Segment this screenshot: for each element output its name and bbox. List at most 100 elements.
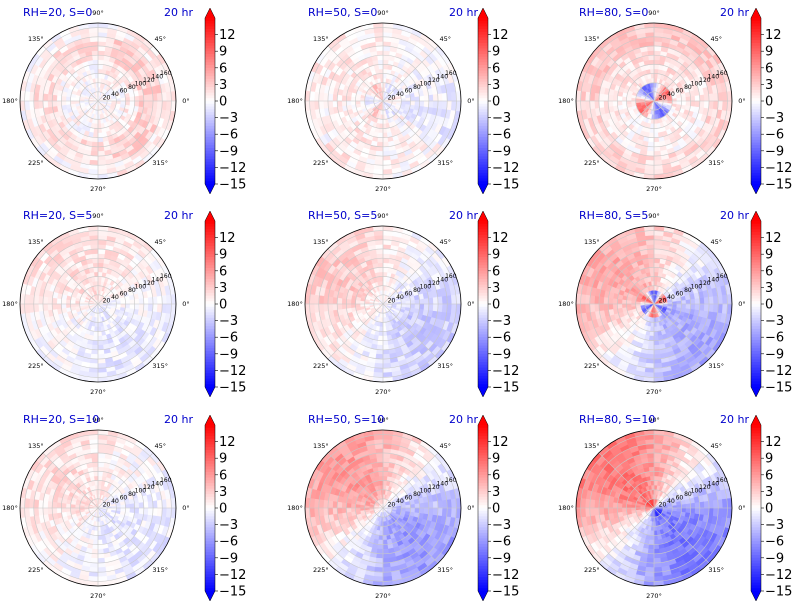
heatmap-cell: [346, 303, 352, 310]
heatmap-cell: [382, 141, 390, 148]
angle-tick-label: 0°: [467, 97, 474, 105]
colorbar-tick-label: 3: [765, 78, 773, 93]
heatmap-cell: [432, 100, 439, 109]
heatmap-cell: [645, 159, 655, 166]
heatmap-cell: [51, 297, 58, 305]
heatmap-cell: [125, 100, 131, 106]
colorbar-segment: [478, 84, 488, 88]
heatmap-cell: [645, 155, 655, 161]
heatmap-cell: [410, 303, 416, 309]
colorbar-segment: [478, 298, 488, 302]
angular-gridline: [653, 100, 710, 157]
colorbar-segment: [478, 331, 488, 335]
angular-gridline: [327, 45, 384, 102]
heatmap-cell: [382, 159, 392, 166]
colorbar-segment: [205, 73, 215, 77]
heatmap-cell: [89, 155, 99, 161]
heatmap-cell: [377, 267, 384, 273]
colorbar-tick-label: −12: [219, 364, 246, 379]
angular-gridline: [42, 45, 99, 102]
heatmap-cell: [323, 295, 329, 305]
heatmap-cell: [410, 100, 416, 106]
heatmap-cell: [350, 96, 356, 102]
radial-tick-label: 120: [143, 77, 155, 84]
heatmap-cell: [79, 98, 85, 102]
heatmap-cell: [152, 100, 158, 110]
heatmap-cell: [97, 267, 104, 273]
heatmap-cell: [92, 262, 99, 268]
radial-tick-label: 160: [716, 70, 728, 77]
colorbar-segment: [751, 56, 761, 60]
heatmap-cell: [653, 59, 660, 65]
angle-tick-label: 135°: [584, 35, 600, 43]
colorbar-segment: [205, 234, 215, 238]
colorbar-segment: [478, 164, 488, 168]
heatmap-cell: [88, 169, 99, 175]
colorbar-segment: [205, 312, 215, 316]
heatmap-cell: [97, 244, 107, 250]
heatmap-cell: [332, 100, 338, 108]
colorbar-segment: [478, 221, 488, 225]
heatmap-cell: [382, 54, 390, 61]
colorbar-segment: [478, 245, 488, 250]
colorbar-segment: [751, 175, 761, 179]
angle-tick-label: 135°: [28, 238, 44, 246]
angle-tick-label: 180°: [2, 300, 18, 308]
heatmap-cell: [382, 150, 391, 157]
heatmap-cell: [414, 303, 420, 310]
heatmap-cell: [414, 100, 420, 107]
colorbar-segment: [478, 345, 488, 349]
heatmap-cell: [33, 100, 40, 110]
heatmap-cell: [441, 295, 448, 305]
heatmap-cell: [676, 303, 682, 308]
heatmap-cell: [91, 50, 99, 56]
heatmap-cell: [97, 285, 101, 291]
heatmap-cell: [47, 303, 53, 311]
heatmap-cell: [327, 100, 334, 109]
radial-tick-label: 140: [152, 276, 164, 283]
colorbar-segment: [205, 123, 215, 127]
heatmap-cell: [375, 45, 384, 52]
heatmap-cell: [89, 244, 99, 250]
heatmap-cell: [38, 100, 44, 110]
colorbar-segment: [205, 70, 215, 74]
colorbar-segment: [205, 254, 215, 258]
heatmap-cell: [607, 100, 614, 108]
heatmap-cell: [382, 132, 389, 138]
angle-tick-label: 315°: [437, 362, 453, 370]
colorbar-segment: [478, 78, 488, 83]
heatmap-cell: [61, 298, 67, 305]
colorbar-tick-label: −3: [492, 314, 511, 329]
heatmap-cell: [644, 27, 655, 33]
heatmap-cell: [379, 326, 384, 332]
heatmap-cell: [95, 317, 99, 323]
heatmap-cell: [376, 344, 384, 351]
colorbar-segment: [205, 48, 215, 52]
colorbar-tick-label: 12: [219, 231, 236, 246]
heatmap-cell: [111, 100, 117, 104]
colorbar-segment: [478, 128, 488, 132]
colorbar-segment: [205, 221, 215, 225]
colorbar-segment: [205, 292, 215, 297]
angle-tick-label: 45°: [710, 35, 722, 43]
colorbar-segment: [478, 112, 488, 116]
heatmap-cell: [382, 64, 389, 70]
colorbar-segment: [751, 53, 761, 58]
colorbar-segment: [478, 359, 488, 363]
colorbar-segment: [205, 156, 215, 160]
heatmap-cell: [143, 297, 149, 305]
colorbar-segment: [478, 40, 488, 44]
colorbar-segment: [478, 312, 488, 316]
heatmap-cell: [92, 335, 99, 341]
heatmap-cell: [38, 295, 44, 305]
heatmap-cell: [156, 92, 163, 102]
heatmap-cell: [147, 296, 154, 305]
heatmap-cell: [93, 128, 99, 134]
heatmap-cell: [355, 97, 361, 102]
heatmap-cell: [90, 248, 99, 255]
colorbar-segment: [205, 181, 215, 185]
angular-gridline: [42, 100, 99, 157]
colorbar-segment: [205, 26, 215, 30]
colorbar-segment: [478, 373, 488, 377]
colorbar-segment: [478, 309, 488, 313]
